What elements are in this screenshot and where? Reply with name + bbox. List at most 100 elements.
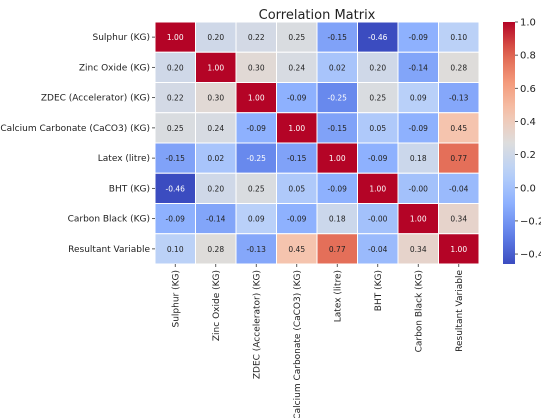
cell-value-label: 1.00 — [410, 215, 427, 224]
cell-value-label: -0.00 — [409, 184, 429, 193]
cell-value-label: -0.46 — [166, 184, 186, 193]
cell-value-label: -0.15 — [328, 124, 348, 133]
cell-value-label: 0.20 — [207, 33, 224, 42]
cell-value-label: 0.02 — [207, 154, 224, 163]
cell-value-label: -0.15 — [287, 154, 307, 163]
x-tick-label: Sulphur (KG) — [171, 270, 181, 328]
cell-value-label: 0.30 — [248, 63, 265, 72]
heatmap-cell — [195, 172, 237, 204]
heatmap-cell — [316, 233, 358, 265]
heatmap-cell — [438, 233, 480, 265]
cell-value-label: 0.28 — [450, 63, 467, 72]
cell-value-label: 1.00 — [288, 124, 305, 133]
cell-value-label: 0.18 — [329, 215, 346, 224]
colorbar-tick-label: −0.4 — [520, 250, 541, 261]
cell-value-label: 0.24 — [207, 124, 224, 133]
heatmap-cell — [438, 51, 480, 83]
cell-value-label: 1.00 — [167, 33, 184, 42]
cell-value-label: 0.09 — [410, 94, 427, 103]
cell-value-label: 0.24 — [288, 63, 305, 72]
cell-value-label: -0.14 — [206, 215, 226, 224]
cell-value-label: -0.13 — [449, 94, 469, 103]
heatmap-cell — [357, 203, 399, 235]
heatmap-cell — [316, 82, 358, 114]
cell-value-label: -0.13 — [247, 245, 267, 254]
cell-value-label: 0.25 — [369, 94, 386, 103]
y-tick-label: Latex (litre) — [98, 154, 150, 164]
cell-value-label: 0.22 — [167, 94, 184, 103]
heatmap-cell — [195, 203, 237, 235]
heatmap-cell — [397, 112, 439, 144]
y-tick-label: Zinc Oxide (KG) — [79, 63, 150, 73]
cell-value-label: -0.09 — [409, 124, 429, 133]
heatmap-cell — [397, 82, 439, 114]
heatmap-cell — [438, 21, 480, 53]
heatmap-cell — [276, 51, 318, 83]
cell-value-label: 0.34 — [450, 215, 467, 224]
colorbar-tick-label: 0.6 — [520, 84, 536, 95]
x-tick-label: Calcium Carbonate (CaCO3) (KG) — [293, 270, 303, 418]
heatmap-cell — [438, 203, 480, 235]
cell-value-label: 1.00 — [248, 94, 265, 103]
heatmap-cell — [316, 203, 358, 235]
heatmap-cell — [235, 203, 277, 235]
colorbar-tick-label: 1.0 — [520, 18, 536, 29]
x-tick-label: Carbon Black (KG) — [414, 270, 424, 352]
cell-value-label: 0.22 — [248, 33, 265, 42]
heatmap-cell — [316, 172, 358, 204]
heatmap-cell — [276, 142, 318, 174]
y-tick-label: BHT (KG) — [109, 184, 150, 194]
y-tick-label: Sulphur (KG) — [93, 33, 151, 43]
heatmap-cell — [195, 21, 237, 53]
cell-value-label: 0.05 — [369, 124, 386, 133]
x-axis-tick-labels: Sulphur (KG) Zinc Oxide (KG) ZDEC (Acceler… — [171, 264, 465, 418]
cell-value-label: 0.45 — [288, 245, 305, 254]
heatmap-cell — [357, 82, 399, 114]
cell-value-label: -0.09 — [368, 154, 388, 163]
cell-value-label: -0.14 — [409, 63, 429, 72]
y-tick-label: ZDEC (Accelerator) (KG) — [41, 94, 150, 104]
y-tick-label: Calcium Carbonate (CaCO3) (KG) — [0, 124, 150, 134]
cell-value-label: 0.77 — [450, 154, 467, 163]
cell-value-label: 0.25 — [248, 184, 265, 193]
cell-value-label: -0.04 — [449, 184, 469, 193]
cell-value-label: -0.09 — [328, 184, 348, 193]
x-tick-label: Zinc Oxide (KG) — [212, 270, 222, 341]
cell-value-label: -0.25 — [247, 154, 267, 163]
y-axis-tick-labels: Sulphur (KG) Zinc Oxide (KG) ZDEC (Acceler… — [0, 33, 155, 255]
cell-value-label: 0.20 — [369, 63, 386, 72]
cell-value-label: 0.77 — [329, 245, 346, 254]
cell-value-label: -0.09 — [247, 124, 267, 133]
cell-value-label: -0.09 — [287, 215, 307, 224]
heatmap-cell — [357, 21, 399, 53]
heatmap-cell — [438, 172, 480, 204]
x-tick-label: ZDEC (Accelerator) (KG) — [252, 270, 262, 379]
heatmap-cell — [154, 203, 196, 235]
x-tick-label: BHT (KG) — [374, 270, 384, 311]
heatmap-cell — [195, 51, 237, 83]
y-tick-label: Resultant Variable — [68, 245, 150, 255]
heatmap-cell — [397, 203, 439, 235]
colorbar-tick-label: 0.0 — [520, 183, 536, 194]
heatmap-cell — [276, 112, 318, 144]
colorbar-ticks: 1.0 0.8 0.6 0.4 0.2 0.0 −0.2 −0.4 — [515, 18, 541, 261]
cell-value-label: 0.05 — [288, 184, 305, 193]
colorbar — [503, 22, 515, 264]
cell-value-label: 0.09 — [248, 215, 265, 224]
cell-value-label: 0.45 — [450, 124, 467, 133]
cell-value-label: 0.02 — [329, 63, 346, 72]
cell-value-label: -0.09 — [166, 215, 186, 224]
cell-value-label: 0.10 — [450, 33, 467, 42]
heatmap-cells: 1.00 0.20 0.22 0.25 -0.15 -0.46 -0.09 0.10 0.20 1… — [154, 21, 480, 265]
x-tick-label: Latex (litre) — [333, 270, 343, 322]
cell-value-label: 0.18 — [410, 154, 427, 163]
cell-value-label: 1.00 — [329, 154, 346, 163]
heatmap-cell — [316, 142, 358, 174]
cell-value-label: -0.09 — [409, 33, 429, 42]
cell-value-label: -0.15 — [166, 154, 186, 163]
cell-value-label: -0.00 — [368, 215, 388, 224]
cell-value-label: 1.00 — [207, 63, 224, 72]
cell-value-label: -0.04 — [368, 245, 388, 254]
cell-value-label: 0.10 — [167, 245, 184, 254]
